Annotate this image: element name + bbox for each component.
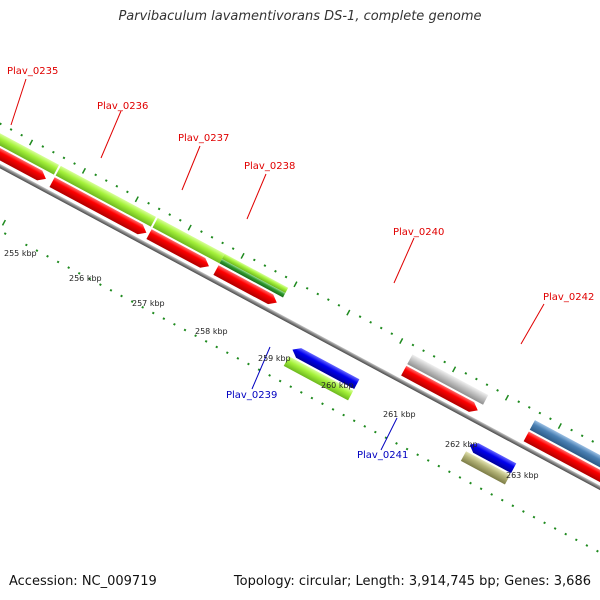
leader-plav-0236	[100, 110, 122, 159]
gene-label-plav-0242[interactable]: Plav_0242	[543, 292, 594, 303]
gene-bar-plav-0238-a[interactable]	[221, 253, 289, 294]
gene-bar-plav-0238-b[interactable]	[219, 259, 286, 298]
gene-label-plav-0237[interactable]: Plav_0237	[178, 133, 229, 144]
gene-label-plav-0238[interactable]: Plav_0238	[244, 161, 295, 172]
scale-label: 255 kbp	[4, 249, 37, 258]
leader-plav-0235	[10, 78, 27, 126]
edge-ticks	[1, 219, 7, 235]
gene-bar-plav-0237[interactable]	[152, 217, 225, 264]
scale-label: 258 kbp	[195, 327, 228, 336]
cds-arrow-plav-0237[interactable]	[146, 229, 211, 271]
callout-lines	[10, 78, 545, 451]
leader-plav-0241	[380, 417, 398, 451]
gene-bar-plav-0236[interactable]	[55, 165, 157, 227]
gene-bar-plav-0239[interactable]	[283, 356, 354, 401]
cds-arrow-plav-0235[interactable]	[0, 137, 49, 184]
genome-track-group	[0, 122, 600, 553]
gene-bar-plav-0235[interactable]	[0, 126, 60, 175]
gene-label-plav-0241[interactable]: Plav_0241	[357, 450, 408, 461]
inner-tick-row	[24, 243, 599, 553]
cds-arrow-plav-0238[interactable]	[213, 265, 279, 307]
accession-text: Accession: NC_009719	[9, 574, 157, 589]
scale-label: 259 kbp	[258, 354, 291, 363]
gene-bar-plav-0240[interactable]	[407, 354, 489, 405]
leader-plav-0238	[246, 173, 267, 220]
cds-arrow-plav-0241[interactable]	[467, 440, 517, 474]
leader-plav-0239	[251, 346, 271, 390]
scale-label: 260 kbp	[321, 381, 354, 390]
cds-arrow-plav-0242[interactable]	[523, 431, 600, 490]
scale-label: 263 kbp	[506, 471, 539, 480]
gene-bar-plav-0241[interactable]	[460, 451, 511, 485]
gene-bar-plav-0242[interactable]	[529, 420, 600, 478]
genome-backbone	[0, 145, 600, 537]
outer-tick-row	[0, 122, 595, 443]
cds-arrow-plav-0239[interactable]	[290, 345, 360, 389]
scale-label: 256 kbp	[69, 274, 102, 283]
leader-plav-0240	[393, 237, 415, 284]
leader-plav-0242	[520, 303, 545, 345]
topology-text: Topology: circular; Length: 3,914,745 bp…	[233, 574, 591, 589]
scale-label: 261 kbp	[383, 410, 416, 419]
cds-arrow-plav-0236[interactable]	[49, 177, 148, 237]
leader-plav-0237	[181, 145, 201, 191]
scale-label: 257 kbp	[132, 299, 165, 308]
gene-label-plav-0239[interactable]: Plav_0239	[226, 390, 277, 401]
gene-label-plav-0236[interactable]: Plav_0236	[97, 101, 148, 112]
gene-label-plav-0240[interactable]: Plav_0240	[393, 227, 444, 238]
map-title: Parvibaculum lavamentivorans DS-1, compl…	[118, 9, 482, 24]
scale-label: 262 kbp	[445, 440, 478, 449]
cds-arrow-plav-0240[interactable]	[401, 365, 480, 415]
gene-label-plav-0235[interactable]: Plav_0235	[7, 66, 58, 77]
